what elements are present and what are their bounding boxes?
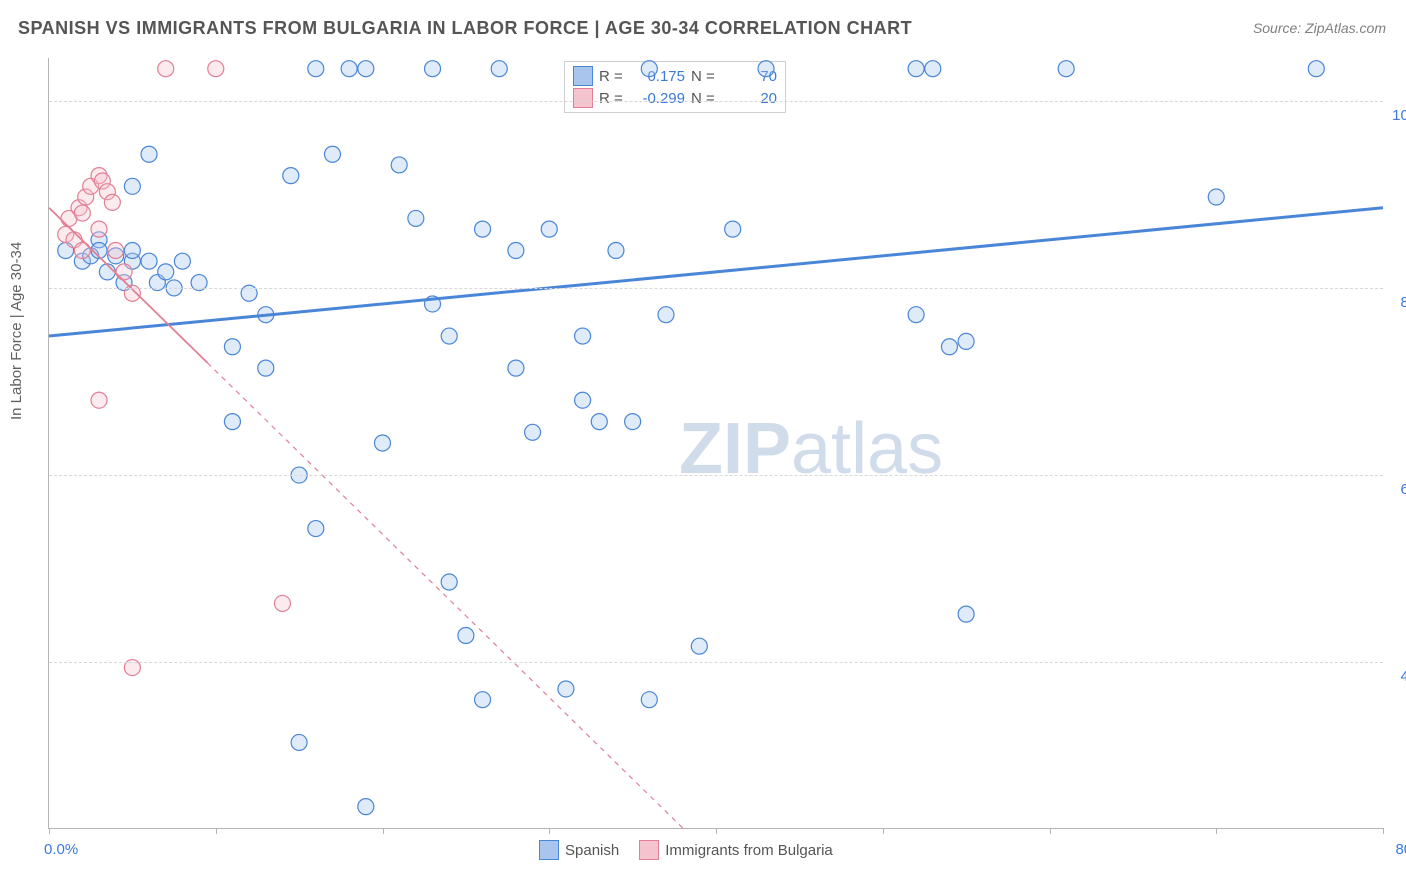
data-point <box>441 328 457 344</box>
data-point <box>458 628 474 644</box>
data-point <box>641 61 657 77</box>
gridline <box>49 288 1383 289</box>
data-point <box>608 243 624 259</box>
x-tick-label: 80.0% <box>1395 841 1406 858</box>
chart-plot-area: ZIPatlas R = 0.175 N = 70 R = -0.299 N =… <box>48 58 1383 829</box>
data-point <box>108 243 124 259</box>
data-point <box>491 61 507 77</box>
data-point <box>291 734 307 750</box>
gridline <box>49 475 1383 476</box>
data-point <box>475 692 491 708</box>
data-point <box>508 360 524 376</box>
data-point <box>324 146 340 162</box>
data-point <box>141 253 157 269</box>
data-point <box>758 61 774 77</box>
data-point <box>1058 61 1074 77</box>
data-point <box>658 307 674 323</box>
data-point <box>74 205 90 221</box>
series-legend: Spanish Immigrants from Bulgaria <box>539 840 833 860</box>
y-tick-label: 65.0% <box>1388 481 1406 498</box>
data-point <box>941 339 957 355</box>
y-tick-label: 47.5% <box>1388 668 1406 685</box>
data-point <box>341 61 357 77</box>
data-point <box>508 243 524 259</box>
legend-item-bulgaria: Immigrants from Bulgaria <box>639 840 833 860</box>
data-point <box>908 307 924 323</box>
data-point <box>375 435 391 451</box>
data-point <box>124 243 140 259</box>
gridline <box>49 662 1383 663</box>
data-point <box>475 221 491 237</box>
x-tick-mark <box>1383 828 1384 834</box>
data-point <box>224 339 240 355</box>
data-point <box>575 392 591 408</box>
gridline <box>49 101 1383 102</box>
data-point <box>558 681 574 697</box>
legend-label-bulgaria: Immigrants from Bulgaria <box>665 842 833 859</box>
data-point <box>1208 189 1224 205</box>
legend-label-spanish: Spanish <box>565 842 619 859</box>
data-point <box>908 61 924 77</box>
data-point <box>116 264 132 280</box>
data-point <box>641 692 657 708</box>
x-tick-mark <box>383 828 384 834</box>
scatter-svg <box>49 58 1383 828</box>
legend-item-spanish: Spanish <box>539 840 619 860</box>
data-point <box>541 221 557 237</box>
data-point <box>625 414 641 430</box>
data-point <box>358 799 374 815</box>
source-label: Source: ZipAtlas.com <box>1253 20 1386 36</box>
data-point <box>1308 61 1324 77</box>
y-axis-label: In Labor Force | Age 30-34 <box>8 242 25 420</box>
data-point <box>104 194 120 210</box>
data-point <box>124 178 140 194</box>
x-tick-label: 0.0% <box>44 841 78 858</box>
x-tick-mark <box>1050 828 1051 834</box>
trend-line <box>49 208 1383 336</box>
y-tick-label: 100.0% <box>1388 107 1406 124</box>
data-point <box>91 392 107 408</box>
data-point <box>958 606 974 622</box>
data-point <box>591 414 607 430</box>
data-point <box>141 146 157 162</box>
data-point <box>274 595 290 611</box>
data-point <box>158 264 174 280</box>
data-point <box>725 221 741 237</box>
data-point <box>925 61 941 77</box>
x-tick-mark <box>49 828 50 834</box>
data-point <box>308 61 324 77</box>
data-point <box>391 157 407 173</box>
chart-title: SPANISH VS IMMIGRANTS FROM BULGARIA IN L… <box>18 18 912 39</box>
data-point <box>158 61 174 77</box>
data-point <box>91 221 107 237</box>
data-point <box>308 521 324 537</box>
data-point <box>224 414 240 430</box>
data-point <box>958 333 974 349</box>
data-point <box>258 360 274 376</box>
x-tick-mark <box>883 828 884 834</box>
x-tick-mark <box>549 828 550 834</box>
trend-line <box>49 208 207 363</box>
swatch-spanish <box>539 840 559 860</box>
data-point <box>174 253 190 269</box>
data-point <box>575 328 591 344</box>
data-point <box>525 424 541 440</box>
data-point <box>208 61 224 77</box>
data-point <box>425 61 441 77</box>
data-point <box>283 168 299 184</box>
swatch-bulgaria <box>639 840 659 860</box>
data-point <box>99 264 115 280</box>
trend-line <box>207 363 682 828</box>
y-tick-label: 82.5% <box>1388 294 1406 311</box>
data-point <box>408 210 424 226</box>
data-point <box>691 638 707 654</box>
x-tick-mark <box>216 828 217 834</box>
x-tick-mark <box>716 828 717 834</box>
x-tick-mark <box>1216 828 1217 834</box>
data-point <box>358 61 374 77</box>
data-point <box>441 574 457 590</box>
